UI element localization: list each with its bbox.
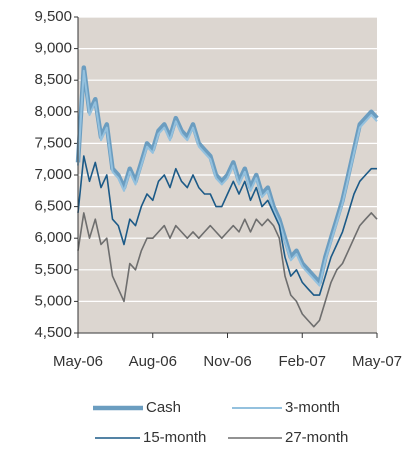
y-tick-label: 5,000: [34, 292, 72, 309]
y-tick-label: 7,500: [34, 134, 72, 151]
x-tick-label: Nov-06: [203, 353, 251, 370]
y-tick-label: 8,000: [34, 103, 72, 120]
x-tick-label: May-06: [53, 353, 103, 370]
series-line: [77, 155, 377, 296]
series-line: [77, 69, 378, 287]
y-tick-label: 7,000: [34, 166, 72, 183]
series-line: [77, 212, 378, 328]
y-tick-label: 5,500: [34, 261, 72, 278]
y-tick-label: 4,500: [34, 324, 72, 341]
y-tick-label: 8,500: [34, 71, 72, 88]
y-tick-label: 6,500: [34, 198, 72, 215]
y-tick-label: 9,500: [34, 8, 72, 25]
y-tick-label: 9,000: [34, 40, 72, 57]
legend-label: 15-month: [143, 429, 206, 446]
legend-label: Cash: [146, 399, 181, 416]
y-tick-label: 6,000: [34, 229, 72, 246]
legend-label: 3-month: [285, 399, 340, 416]
legend-label: 27-month: [285, 429, 348, 446]
x-tick-label: May-07: [352, 353, 402, 370]
x-tick-label: Feb-07: [278, 353, 326, 370]
x-tick-label: Aug-06: [129, 353, 177, 370]
